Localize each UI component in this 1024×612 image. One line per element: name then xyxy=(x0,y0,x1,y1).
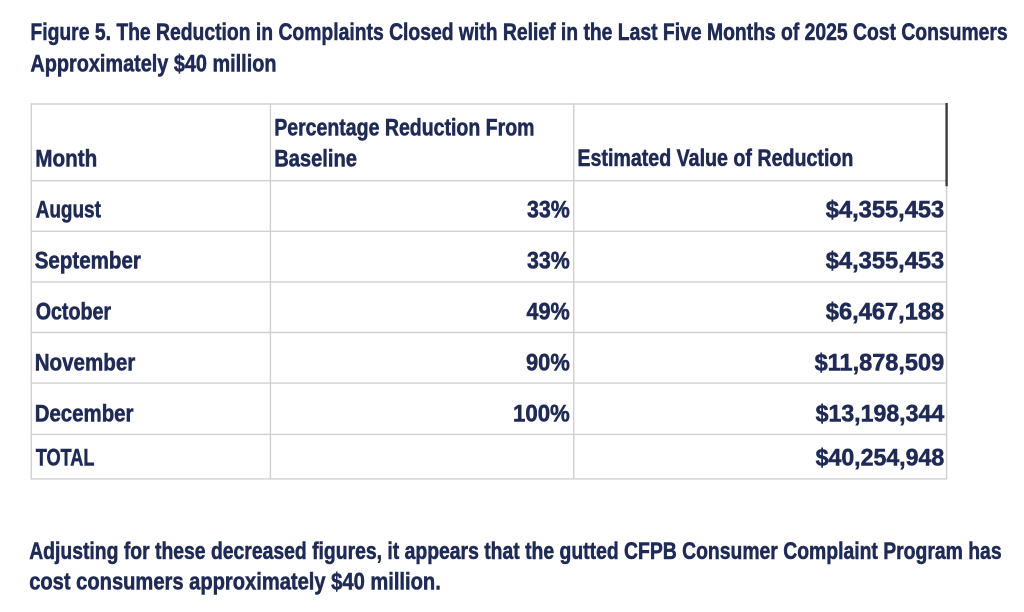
svg-text:Approximately $40 million: Approximately $40 million xyxy=(30,51,276,77)
svg-text:49%: 49% xyxy=(527,300,570,326)
svg-text:$4,355,453: $4,355,453 xyxy=(826,198,944,224)
svg-text:November: November xyxy=(35,351,136,377)
svg-text:$40,254,948: $40,254,948 xyxy=(816,445,945,471)
svg-text:August: August xyxy=(36,198,101,224)
svg-text:100%: 100% xyxy=(513,401,570,427)
svg-text:cost consumers approximately $: cost consumers approximately $40 million… xyxy=(29,570,441,596)
svg-text:October: October xyxy=(36,300,111,326)
svg-text:Figure 5. The Reduction in Com: Figure 5. The Reduction in Complaints Cl… xyxy=(30,20,1007,46)
svg-text:33%: 33% xyxy=(527,248,570,274)
svg-text:Adjusting for these decreased: Adjusting for these decreased figures, i… xyxy=(29,539,1001,565)
svg-text:Month: Month xyxy=(35,147,97,173)
svg-text:TOTAL: TOTAL xyxy=(36,445,95,471)
svg-text:December: December xyxy=(35,401,134,427)
svg-text:Baseline: Baseline xyxy=(274,147,357,173)
svg-text:33%: 33% xyxy=(527,198,570,224)
svg-text:$11,878,509: $11,878,509 xyxy=(815,351,945,377)
svg-text:90%: 90% xyxy=(526,351,570,377)
svg-text:Percentage Reduction From: Percentage Reduction From xyxy=(274,116,534,142)
svg-text:$4,355,453: $4,355,453 xyxy=(826,248,944,274)
svg-text:Estimated Value of Reduction: Estimated Value of Reduction xyxy=(577,146,853,172)
svg-text:$13,198,344: $13,198,344 xyxy=(816,401,945,427)
svg-text:$6,467,188: $6,467,188 xyxy=(826,300,944,326)
svg-text:September: September xyxy=(35,248,141,274)
